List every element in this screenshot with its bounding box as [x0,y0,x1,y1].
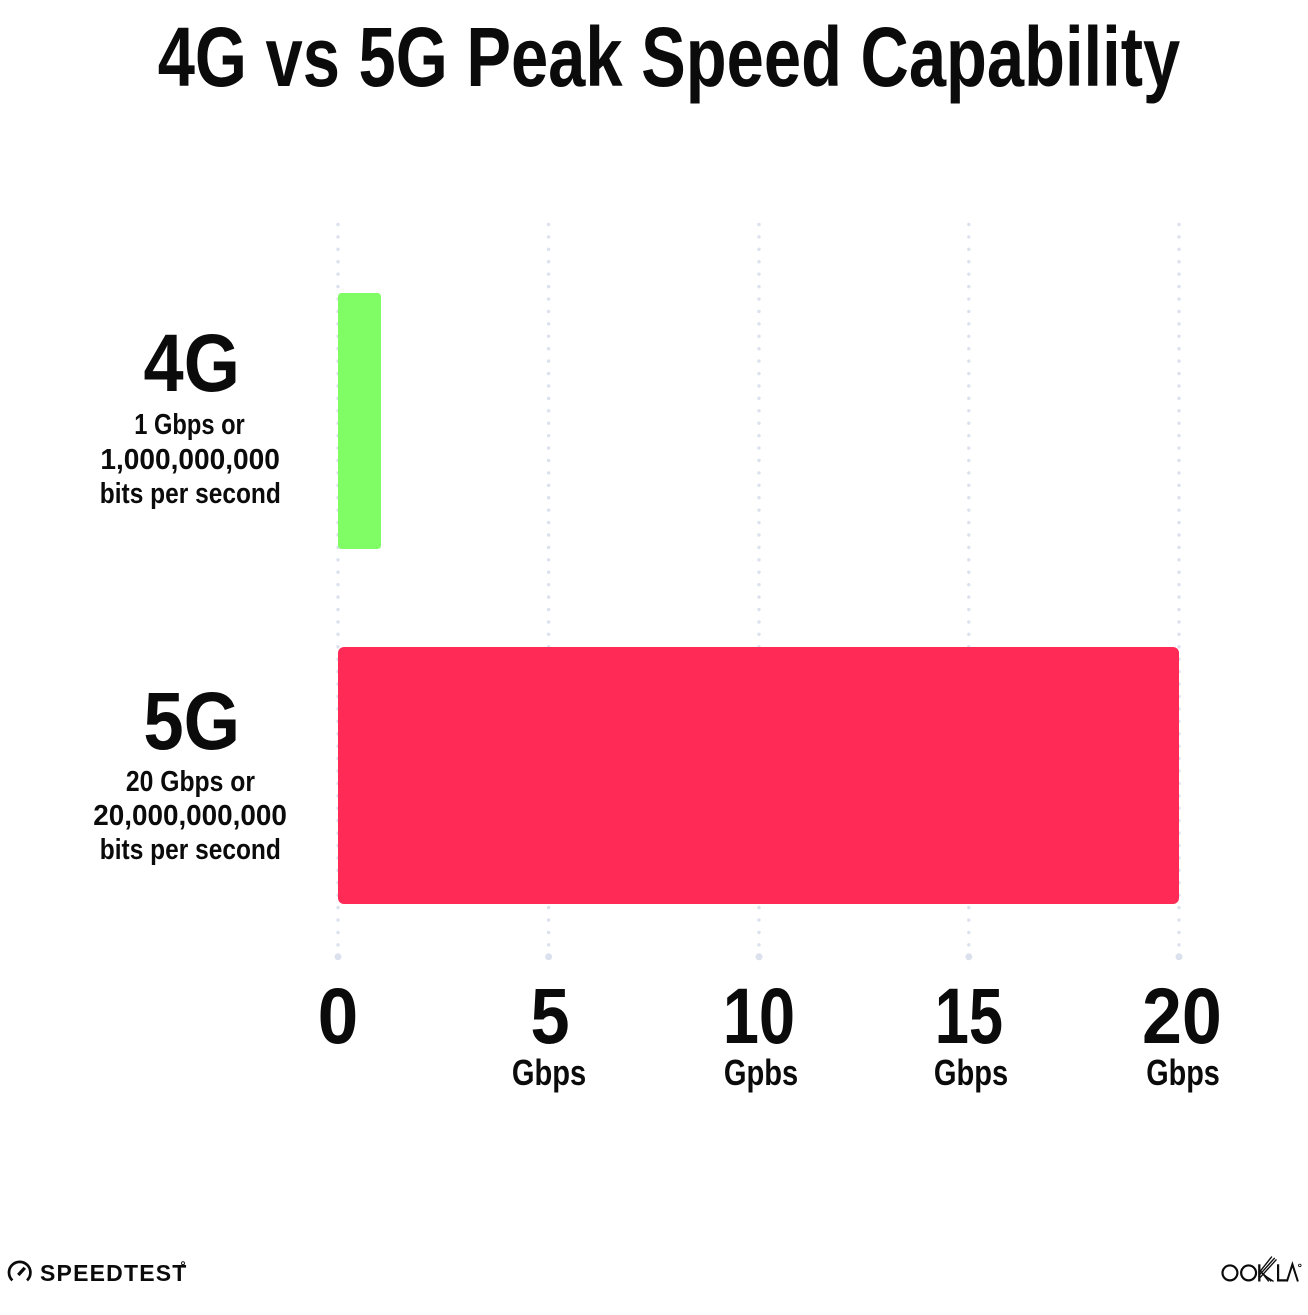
svg-text:SPEEDTEST: SPEEDTEST [40,1260,188,1286]
